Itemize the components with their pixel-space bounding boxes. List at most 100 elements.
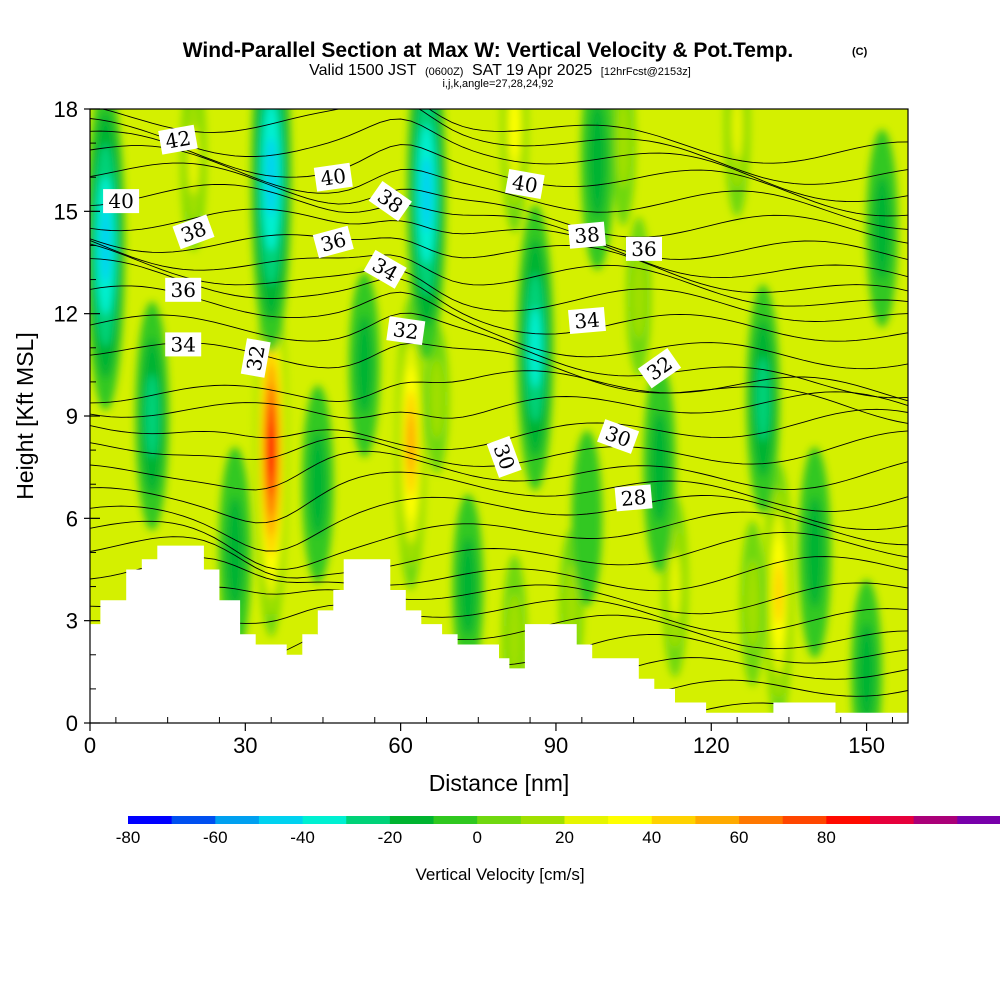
theta-contour-line <box>90 556 908 592</box>
theta-label-box <box>172 214 215 250</box>
grid-indices: i,j,k,angle=27,28,24,92 <box>442 78 553 90</box>
theta-label-text: 28 <box>620 485 647 511</box>
y-tick-label: 9 <box>66 404 78 429</box>
valid-time-line: Valid 1500 JST (0600Z) SAT 19 Apr 2025 [… <box>309 62 691 79</box>
x-tick-label: 90 <box>544 733 568 758</box>
w-feature-downdraft <box>851 579 883 723</box>
copyright-mark: (C) <box>852 46 868 58</box>
colorbar-swatch <box>739 816 784 824</box>
w-feature-downdraft <box>348 272 380 458</box>
theta-contour-line <box>90 312 908 399</box>
theta-label-box <box>486 435 522 478</box>
w-feature-updraft <box>740 520 765 687</box>
theta-label-text: 32 <box>392 317 421 344</box>
colorbar-swatch <box>215 816 260 824</box>
w-feature-updraft <box>764 462 793 723</box>
y-tick-label: 0 <box>66 711 78 736</box>
colorbar-swatch <box>128 816 173 824</box>
w-band <box>616 109 631 188</box>
w-band <box>588 109 607 219</box>
w-feature-downdraft <box>301 385 334 584</box>
theta-label: 28 <box>614 484 653 512</box>
w-band <box>509 109 520 158</box>
forecast-info: [12hrFcst@2153z] <box>601 66 691 78</box>
colorbar-swatch <box>564 816 609 824</box>
chart-title: Wind-Parallel Section at Max W: Vertical… <box>183 39 794 62</box>
theta-label-box <box>103 189 140 214</box>
w-band <box>225 496 245 609</box>
valid-time-utc: (0600Z) <box>425 66 464 78</box>
theta-contour-line <box>90 531 908 579</box>
w-feature-updraft <box>611 109 636 227</box>
theta-contour-line <box>100 109 908 185</box>
theta-contour-line <box>90 208 908 279</box>
theta-label: 42 <box>158 124 198 155</box>
theta-label: 40 <box>103 189 140 214</box>
w-feature-downdraft <box>251 109 292 354</box>
theta-label-text: 40 <box>319 164 348 191</box>
x-tick-label: 30 <box>233 733 257 758</box>
w-band <box>731 109 743 161</box>
w-band <box>571 430 603 607</box>
w-feature-downdraft <box>571 430 603 607</box>
colorbar-swatch <box>608 816 653 824</box>
theta-label: 34 <box>165 332 202 357</box>
w-band <box>774 562 783 625</box>
w-band <box>459 537 477 636</box>
theta-label: 32 <box>240 338 271 378</box>
theta-label-box <box>368 180 412 222</box>
theta-contour-line <box>90 511 908 570</box>
w-band <box>650 411 669 523</box>
theta-label: 36 <box>165 277 202 302</box>
theta-label: 40 <box>313 162 353 192</box>
w-band <box>529 307 542 389</box>
theta-label-text: 34 <box>573 307 600 333</box>
w-band <box>355 315 374 415</box>
colorbar-swatch <box>957 816 1000 824</box>
theta-label-box <box>363 249 407 289</box>
w-band <box>805 496 824 609</box>
w-feature-updraft <box>424 323 449 474</box>
w-band <box>564 563 579 645</box>
colorbar-tick-label: 80 <box>817 828 836 847</box>
theta-label-text: 42 <box>163 126 192 154</box>
colorbar-swatch <box>520 816 565 824</box>
theta-label: 36 <box>626 236 662 261</box>
w-band <box>507 593 522 683</box>
w-feature-downdraft <box>452 494 484 679</box>
theta-contour-line <box>428 109 908 164</box>
w-band <box>745 559 760 649</box>
x-tick-label: 120 <box>693 733 730 758</box>
w-feature-downdraft <box>517 204 554 491</box>
colorbar-swatch <box>389 816 435 824</box>
theta-contour-line <box>90 370 908 404</box>
theta-label: 40 <box>505 169 545 199</box>
theta-contour-line <box>90 183 908 261</box>
w-band <box>669 552 681 621</box>
theta-contour-line <box>90 471 908 524</box>
theta-label-text: 36 <box>170 278 195 302</box>
colorbar-tick-label: 20 <box>555 828 574 847</box>
colorbar-tick-label: 40 <box>642 828 661 847</box>
chart-header: Wind-Parallel Section at Max W: Vertical… <box>183 39 868 90</box>
w-feature-downdraft <box>798 446 831 659</box>
w-band <box>406 413 416 473</box>
theta-label-box <box>312 225 354 259</box>
w-band <box>429 358 444 440</box>
theta-label-text: 38 <box>573 222 600 248</box>
theta-contour-line <box>90 391 908 419</box>
colorbar-title: Vertical Velocity [cm/s] <box>415 865 584 884</box>
colorbar-swatch <box>433 816 478 824</box>
x-axis: 0 30 60 90 120 150 <box>84 717 893 758</box>
colorbar-tick-label: 60 <box>730 828 749 847</box>
colorbar-swatch <box>870 816 915 824</box>
w-band <box>631 253 646 340</box>
w-band <box>308 431 327 537</box>
w-band <box>873 175 892 281</box>
y-axis-label: Height [Kft MSL] <box>12 332 38 499</box>
y-tick-label: 6 <box>66 506 78 531</box>
colorbar-swatch <box>695 816 740 824</box>
w-band <box>857 622 876 722</box>
w-feature-downdraft <box>643 361 676 573</box>
theta-label: 34 <box>568 306 606 335</box>
